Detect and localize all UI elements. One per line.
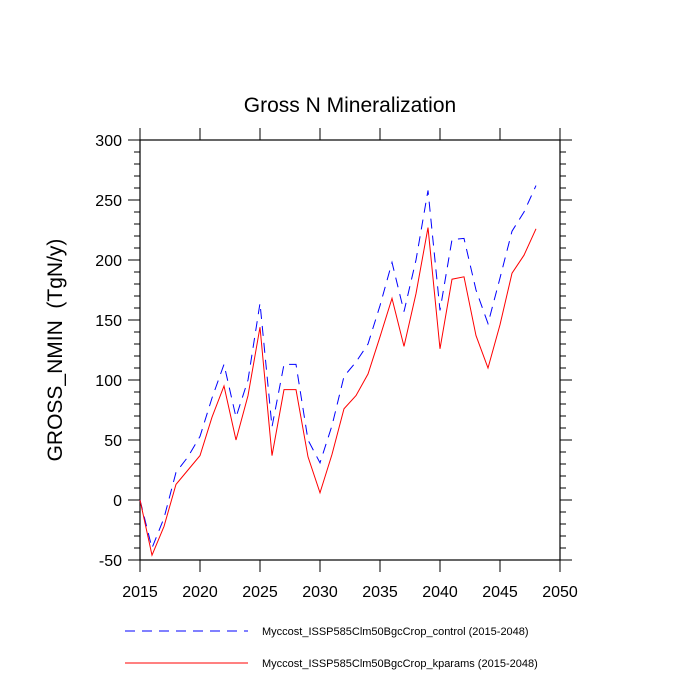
plot-frame (139, 139, 561, 561)
y-tick-label: 50 (104, 433, 122, 450)
x-tick-label: 2015 (122, 584, 158, 601)
y-axis-label: GROSS_NMIN (TgN/y) (44, 239, 67, 462)
x-tick-label: 2045 (482, 584, 518, 601)
y-tick-label: 300 (95, 133, 122, 150)
x-tick-label: 2040 (422, 584, 458, 601)
y-tick-label: 100 (95, 373, 122, 390)
y-tick-label: 150 (95, 313, 122, 330)
series-line-1 (139, 227, 537, 557)
y-tick-label: 200 (95, 253, 122, 270)
legend-label-1: Myccost_ISSP585Clm50BgcCrop_kparams (201… (262, 658, 538, 670)
chart-title: Gross N Mineralization (244, 94, 456, 117)
y-tick-label: 250 (95, 193, 122, 210)
x-tick-label: 2025 (242, 584, 278, 601)
y-tick-label: 0 (113, 493, 122, 510)
x-tick-label: 2050 (542, 584, 578, 601)
x-tick-label: 2030 (302, 584, 338, 601)
x-tick-label: 2020 (182, 584, 218, 601)
series-line-0 (139, 185, 537, 550)
x-tick-label: 2035 (362, 584, 398, 601)
legend-label-0: Myccost_ISSP585Clm50BgcCrop_control (201… (262, 626, 529, 638)
y-tick-label: -50 (99, 553, 122, 570)
